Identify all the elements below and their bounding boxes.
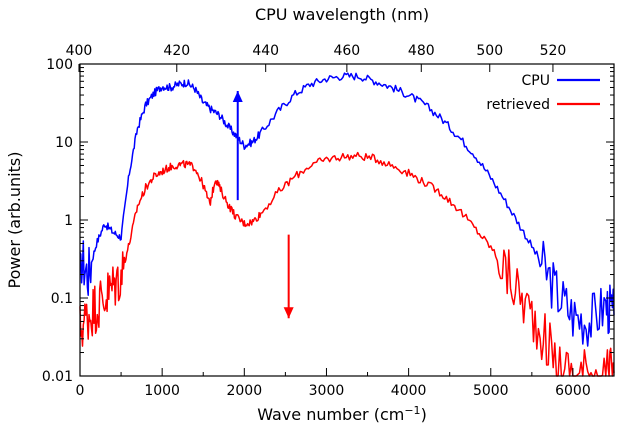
legend-label-cpu: CPU [522,73,550,89]
x2-tick-label: 420 [163,43,190,59]
x2-tick-label: 400 [66,43,93,59]
x-tick-label: 2000 [226,383,262,399]
annotation-layer [232,91,294,319]
x2-tick-label: 440 [252,43,279,59]
x2-tick-label: 520 [540,43,567,59]
series-layer [79,72,615,377]
x-axis-label-close: ) [421,405,427,424]
y-tick-label: 0.01 [42,369,73,385]
y-axis-label: Power (arb.units) [5,152,24,289]
x-axis-label-exponent: −1 [404,404,420,417]
series-line-cpu [79,72,615,347]
x-tick-label: 1000 [144,383,180,399]
x2-tick-label: 460 [333,43,360,59]
x-axis-label: Wave number (cm−1) [257,404,427,424]
y-tick-label: 10 [55,135,73,151]
y-tick-label: 1 [64,213,73,229]
x2-tick-label: 500 [476,43,503,59]
down-arrow-head [283,307,294,319]
x-axis-label-main: Wave number (cm [257,405,404,424]
legend-label-retrieved: retrieved [486,97,550,113]
legend: CPU retrieved [486,73,600,113]
up-arrow-head [232,91,243,103]
x-tick-label: 4000 [391,383,427,399]
x-tick-label: 3000 [309,383,345,399]
x2-tick-label: 480 [408,43,435,59]
series-line-retrieved [79,151,615,377]
x-tick-label: 6000 [555,383,591,399]
ticks-layer: 0 1000 2000 3000 4000 5000 6000 400 420 440 460 480… [42,43,614,399]
x-tick-label: 0 [76,383,85,399]
x-tick-label: 5000 [473,383,509,399]
top-axis-label: CPU wavelength (nm) [255,5,429,24]
y-tick-label: 100 [46,57,73,73]
y-tick-label: 0.1 [51,291,73,307]
